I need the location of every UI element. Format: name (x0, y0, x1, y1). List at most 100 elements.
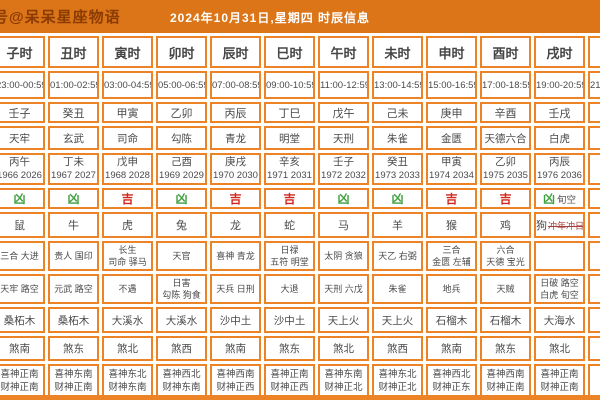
cell-time-col12: 21:00-22:59 (588, 71, 600, 99)
cell-luck-col3: 吉 (102, 188, 153, 209)
cell-jishen-col1: 三合 大进 (0, 241, 45, 271)
cell-ganzhi-col5: 丙辰 (210, 102, 261, 123)
luck-flag: 凶 (542, 192, 555, 206)
cell-time-col5: 07:00-08:59 (210, 71, 261, 99)
luck-flag: 凶 (391, 192, 404, 206)
cell-ganzhi-col10: 辛酉 (480, 102, 531, 123)
luck-flag: 凶 (337, 192, 350, 206)
cell-xiongshen-col10: 天贼 (480, 274, 531, 304)
cell-luck-col11: 凶旬空 (534, 188, 585, 209)
cell-hour-col3: 寅时 (102, 36, 153, 68)
cell-time-col4: 05:00-06:59 (156, 71, 207, 99)
cell-xiongshen-col1: 天牢 路空 (0, 274, 45, 304)
cell-xiongshen-col8: 朱雀 (372, 274, 423, 304)
cell-jishen-col2: 贵人 国印 (48, 241, 99, 271)
cell-hour-col6: 巳时 (264, 36, 315, 68)
row-xiongshen: 天牢 路空 元武 路空 不遇 日害 勾陈 狗食 天兵 日刑 大退 天刑 六戊 朱雀 地兵 天贼 日破 … (0, 274, 600, 304)
cell-shen-col7: 天刑 (318, 126, 369, 150)
cell-chong-col1: 丙午 1966 2026 (0, 153, 45, 185)
cell-shen-col6: 明堂 (264, 126, 315, 150)
cell-time-col3: 03:00-04:59 (102, 71, 153, 99)
cell-fortune-col11: 喜神正南 财神正南 (534, 364, 585, 398)
cell-sha-col7: 煞北 (318, 336, 369, 361)
cell-fortune-col9: 喜神西北 财神正东 (426, 364, 477, 398)
cell-ganzhi-col7: 戊午 (318, 102, 369, 123)
row-animal: 鼠牛虎兔龙蛇马羊猴鸡狗冲年冲日 (0, 212, 600, 238)
cell-time-col2: 01:00-02:59 (48, 71, 99, 99)
cell-ganzhi-col9: 庚申 (426, 102, 477, 123)
cell-nayin-col11: 大海水 (534, 307, 585, 333)
cell-ganzhi-col2: 癸丑 (48, 102, 99, 123)
cell-xiongshen-col4: 日害 勾陈 狗食 (156, 274, 207, 304)
cell-chong-col5: 庚戌 1970 2030 (210, 153, 261, 185)
cell-luck-col12 (588, 188, 600, 209)
cell-time-col7: 11:00-12:59 (318, 71, 369, 99)
cell-hour-col5: 辰时 (210, 36, 261, 68)
cell-luck-col5: 吉 (210, 188, 261, 209)
luck-flag: 凶 (175, 192, 188, 206)
cell-animal-col5: 龙 (210, 212, 261, 238)
cell-jishen-col3: 长生 司命 驿马 (102, 241, 153, 271)
cell-sha-col6: 煞东 (264, 336, 315, 361)
hour-fortune-table: 子时丑时寅时卯时辰时巳时午时未时申时酉时戌时亥时 23:00-00:5901:00… (0, 33, 600, 400)
row-fortune: 喜神正南 财神正南 喜神东南 财神正南 喜神东北 财神东南 喜神西北 财神东南 喜神西南 财神正西… (0, 364, 600, 398)
row-time: 23:00-00:5901:00-02:5903:00-04:5905:00-0… (0, 71, 600, 99)
cell-hour-col2: 丑时 (48, 36, 99, 68)
cell-animal-col4: 兔 (156, 212, 207, 238)
row-jishen: 三合 大进 贵人 国印 长生 司命 驿马 天官 喜神 青龙 日禄 五符 明堂 太阴 贪狼 天乙 右… (0, 241, 600, 271)
cell-time-col9: 15:00-16:59 (426, 71, 477, 99)
cell-jishen-col8: 天乙 右弼 (372, 241, 423, 271)
cell-time-col8: 13:00-14:59 (372, 71, 423, 99)
cell-xiongshen-col11: 日破 路空 白虎 旬空 (534, 274, 585, 304)
cell-luck-col1: 凶 (0, 188, 45, 209)
cell-luck-col7: 凶 (318, 188, 369, 209)
cell-fortune-col5: 喜神西南 财神正西 (210, 364, 261, 398)
cell-sha-col10: 煞东 (480, 336, 531, 361)
cell-animal-col6: 蛇 (264, 212, 315, 238)
cell-xiongshen-col3: 不遇 (102, 274, 153, 304)
cell-ganzhi-col3: 甲寅 (102, 102, 153, 123)
cell-sha-col8: 煞西 (372, 336, 423, 361)
cell-shen-col8: 朱雀 (372, 126, 423, 150)
cell-shen-col4: 勾陈 (156, 126, 207, 150)
row-sha: 煞南 煞东 煞北 煞西 煞南 煞东 煞北 煞西 煞南 煞东 煞北 (0, 336, 600, 361)
cell-sha-col1: 煞南 (0, 336, 45, 361)
cell-shen-col10: 天德六合 (480, 126, 531, 150)
cell-jishen-col10: 六合 天德 宝光 (480, 241, 531, 271)
luck-flag: 吉 (229, 192, 242, 206)
cell-ganzhi-col4: 乙卯 (156, 102, 207, 123)
cell-shen-col2: 玄武 (48, 126, 99, 150)
cell-xiongshen-col7: 天刑 六戊 (318, 274, 369, 304)
cell-sha-col2: 煞东 (48, 336, 99, 361)
cell-chong-col9: 甲寅 1974 2034 (426, 153, 477, 185)
cell-hour-col12: 亥时 (588, 36, 600, 68)
cell-fortune-col10: 喜神西南 财神正南 (480, 364, 531, 398)
cell-nayin-col8: 天上火 (372, 307, 423, 333)
cell-shen-col12 (588, 126, 600, 150)
cell-sha-col5: 煞南 (210, 336, 261, 361)
cell-sha-col4: 煞西 (156, 336, 207, 361)
cell-animal-col10: 鸡 (480, 212, 531, 238)
cell-chong-col11: 丙辰 1976 2036 (534, 153, 585, 185)
cell-xiongshen-col12 (588, 274, 600, 304)
cell-chong-col4: 己酉 1969 2029 (156, 153, 207, 185)
cell-ganzhi-col6: 丁巳 (264, 102, 315, 123)
cell-fortune-col1: 喜神正南 财神正南 (0, 364, 45, 398)
cell-fortune-col12 (588, 364, 600, 398)
cell-time-col11: 19:00-20:59 (534, 71, 585, 99)
cell-hour-col8: 未时 (372, 36, 423, 68)
cell-shen-col1: 天牢 (0, 126, 45, 150)
cell-hour-col1: 子时 (0, 36, 45, 68)
luck-flag: 吉 (445, 192, 458, 206)
cell-nayin-col1: 桑柘木 (0, 307, 45, 333)
cell-hour-col11: 戌时 (534, 36, 585, 68)
cell-animal-col7: 马 (318, 212, 369, 238)
cell-hour-col10: 酉时 (480, 36, 531, 68)
cell-animal-col8: 羊 (372, 212, 423, 238)
cell-ganzhi-col12 (588, 102, 600, 123)
bottom-border-bar (0, 395, 600, 400)
cell-animal-col12 (588, 212, 600, 238)
cell-shen-col3: 司命 (102, 126, 153, 150)
cell-fortune-col2: 喜神东南 财神正南 (48, 364, 99, 398)
cell-chong-col6: 辛亥 1971 2031 (264, 153, 315, 185)
